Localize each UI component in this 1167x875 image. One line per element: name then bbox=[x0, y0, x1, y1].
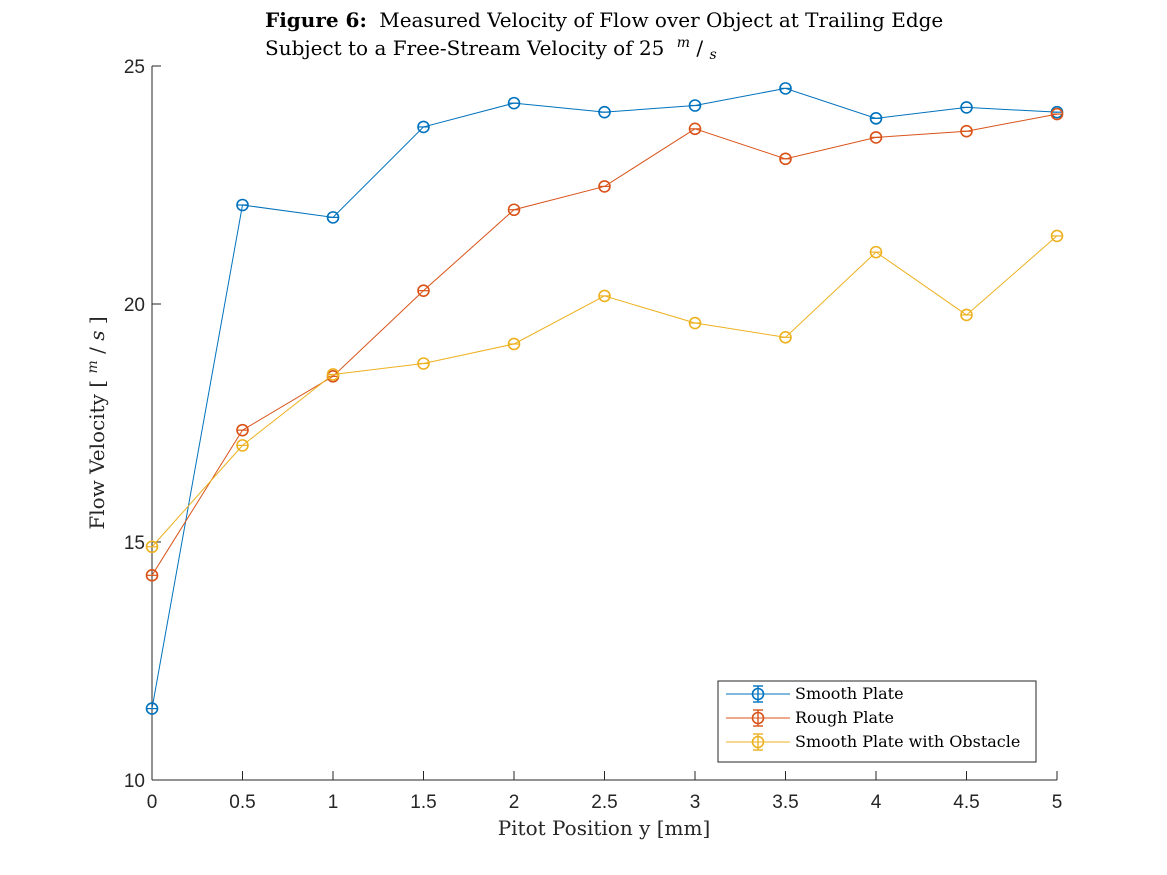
legend-item: Rough Plate bbox=[726, 708, 894, 727]
y-axis-unit-num: m bbox=[85, 360, 101, 373]
series-1 bbox=[145, 82, 1064, 715]
legend-label: Smooth Plate bbox=[795, 684, 904, 703]
chart-title-line-2-text: Subject to a Free-Stream Velocity of 25 bbox=[265, 36, 664, 60]
x-tick-label: 3 bbox=[690, 792, 701, 813]
chart-title-line-2: Subject to a Free-Stream Velocity of 25 … bbox=[265, 28, 717, 63]
y-axis-label: Flow Velocity [ m / s ] bbox=[78, 316, 109, 529]
y-axis-label-prefix: Flow Velocity [ bbox=[85, 380, 109, 530]
x-tick-label: 0 bbox=[147, 792, 158, 813]
x-ticks: 0 0.5 1 1.5 2 2.5 3 3.5 4 4.5 5 bbox=[147, 771, 1063, 813]
legend-label: Smooth Plate with Obstacle bbox=[795, 732, 1020, 751]
x-tick-label: 4 bbox=[871, 792, 882, 813]
x-tick-label: 2.5 bbox=[591, 792, 617, 813]
chart-title-unit-slash: / bbox=[696, 36, 703, 60]
x-tick-label: 3.5 bbox=[772, 792, 798, 813]
x-tick-label: 2 bbox=[509, 792, 520, 813]
legend-label: Rough Plate bbox=[795, 708, 894, 727]
x-tick-label: 5 bbox=[1052, 792, 1063, 813]
chart-title-line-1: Figure 6: Measured Velocity of Flow over… bbox=[265, 8, 943, 32]
chart-title-main: Measured Velocity of Flow over Object at… bbox=[379, 8, 943, 32]
x-tick-label: 1.5 bbox=[410, 792, 436, 813]
chart-title-bold: Figure 6: bbox=[265, 8, 367, 32]
x-tick-label: 0.5 bbox=[229, 792, 255, 813]
x-tick-label: 4.5 bbox=[953, 792, 979, 813]
legend-item: Smooth Plate with Obstacle bbox=[726, 732, 1020, 751]
axes bbox=[151, 66, 1057, 781]
series-3 bbox=[145, 229, 1064, 554]
chart-title-unit-num: m bbox=[677, 35, 690, 51]
y-tick-label: 10 bbox=[124, 771, 145, 792]
legend: Smooth Plate Rough Plate Smooth Plate with… bbox=[717, 680, 1037, 763]
x-axis-label: Pitot Position y [mm] bbox=[498, 816, 711, 840]
y-axis-unit-slash: / bbox=[85, 347, 109, 354]
y-tick-label: 25 bbox=[124, 57, 145, 78]
chart-title-unit-den: s bbox=[710, 47, 717, 63]
series-line bbox=[151, 113, 1058, 576]
series-2 bbox=[145, 107, 1064, 582]
y-axis-unit-den: s bbox=[85, 331, 109, 341]
y-tick-label: 15 bbox=[124, 533, 145, 554]
y-tick-label: 20 bbox=[124, 295, 145, 316]
x-tick-label: 1 bbox=[328, 792, 339, 813]
y-axis-label-suffix: ] bbox=[85, 316, 109, 324]
series-layer bbox=[145, 82, 1064, 715]
legend-item: Smooth Plate bbox=[726, 684, 904, 703]
series-line bbox=[151, 235, 1058, 548]
y-ticks: 10 15 20 25 bbox=[124, 57, 161, 792]
legend-items: Smooth Plate Rough Plate Smooth Plate with… bbox=[726, 684, 1020, 751]
